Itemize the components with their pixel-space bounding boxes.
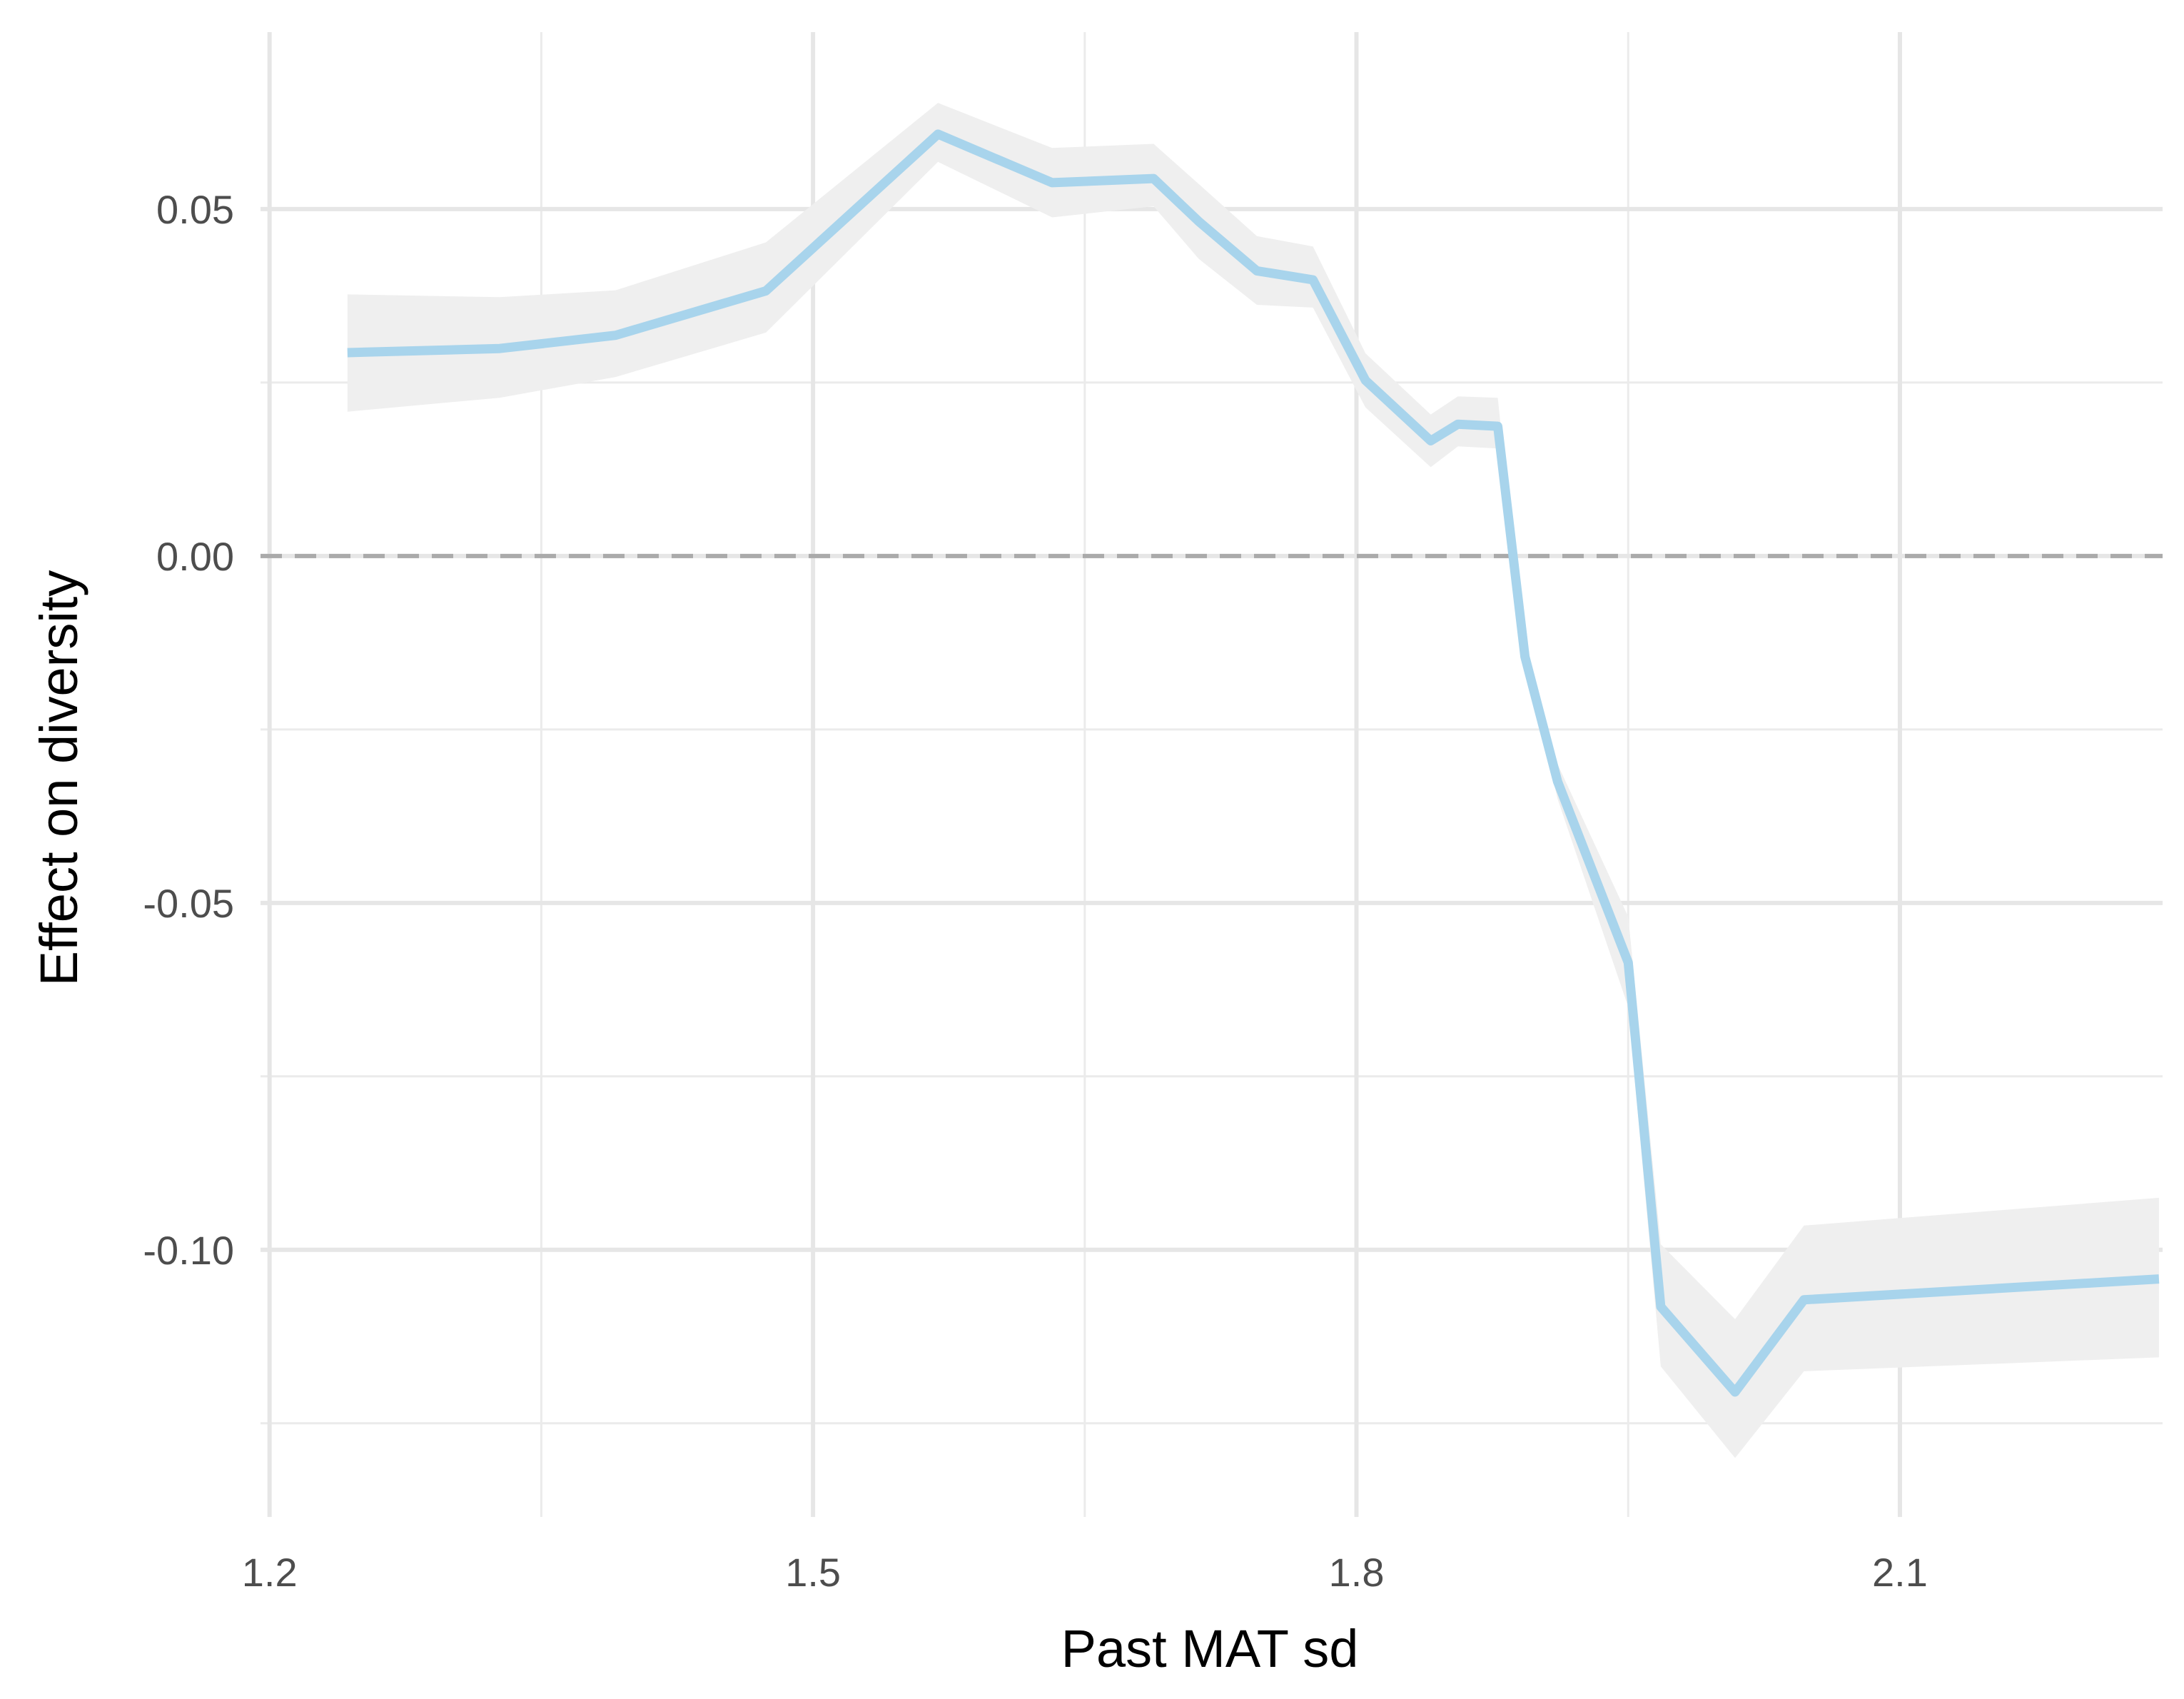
series-line <box>347 129 2160 1397</box>
y-axis-title: Effect on diversity <box>29 570 89 987</box>
x-tick-label: 1.8 <box>1329 1550 1385 1595</box>
y-tick-label: 0.05 <box>156 187 234 232</box>
x-tick-label: 1.5 <box>785 1550 841 1595</box>
y-axis-ticks: -0.10 -0.05 0.00 0.05 <box>143 187 234 1273</box>
confidence-band <box>347 103 2159 1458</box>
y-tick-label: -0.05 <box>143 881 234 926</box>
y-tick-label: -0.10 <box>143 1228 234 1273</box>
series-line-layer <box>347 129 2160 1397</box>
x-axis-ticks: 1.2 1.5 1.8 2.1 <box>242 1550 1928 1595</box>
x-tick-label: 1.2 <box>242 1550 298 1595</box>
confidence-band-layer <box>347 103 2159 1458</box>
x-axis-title: Past MAT sd <box>1061 1619 1359 1678</box>
x-tick-label: 2.1 <box>1872 1550 1928 1595</box>
y-tick-label: 0.00 <box>156 534 234 579</box>
